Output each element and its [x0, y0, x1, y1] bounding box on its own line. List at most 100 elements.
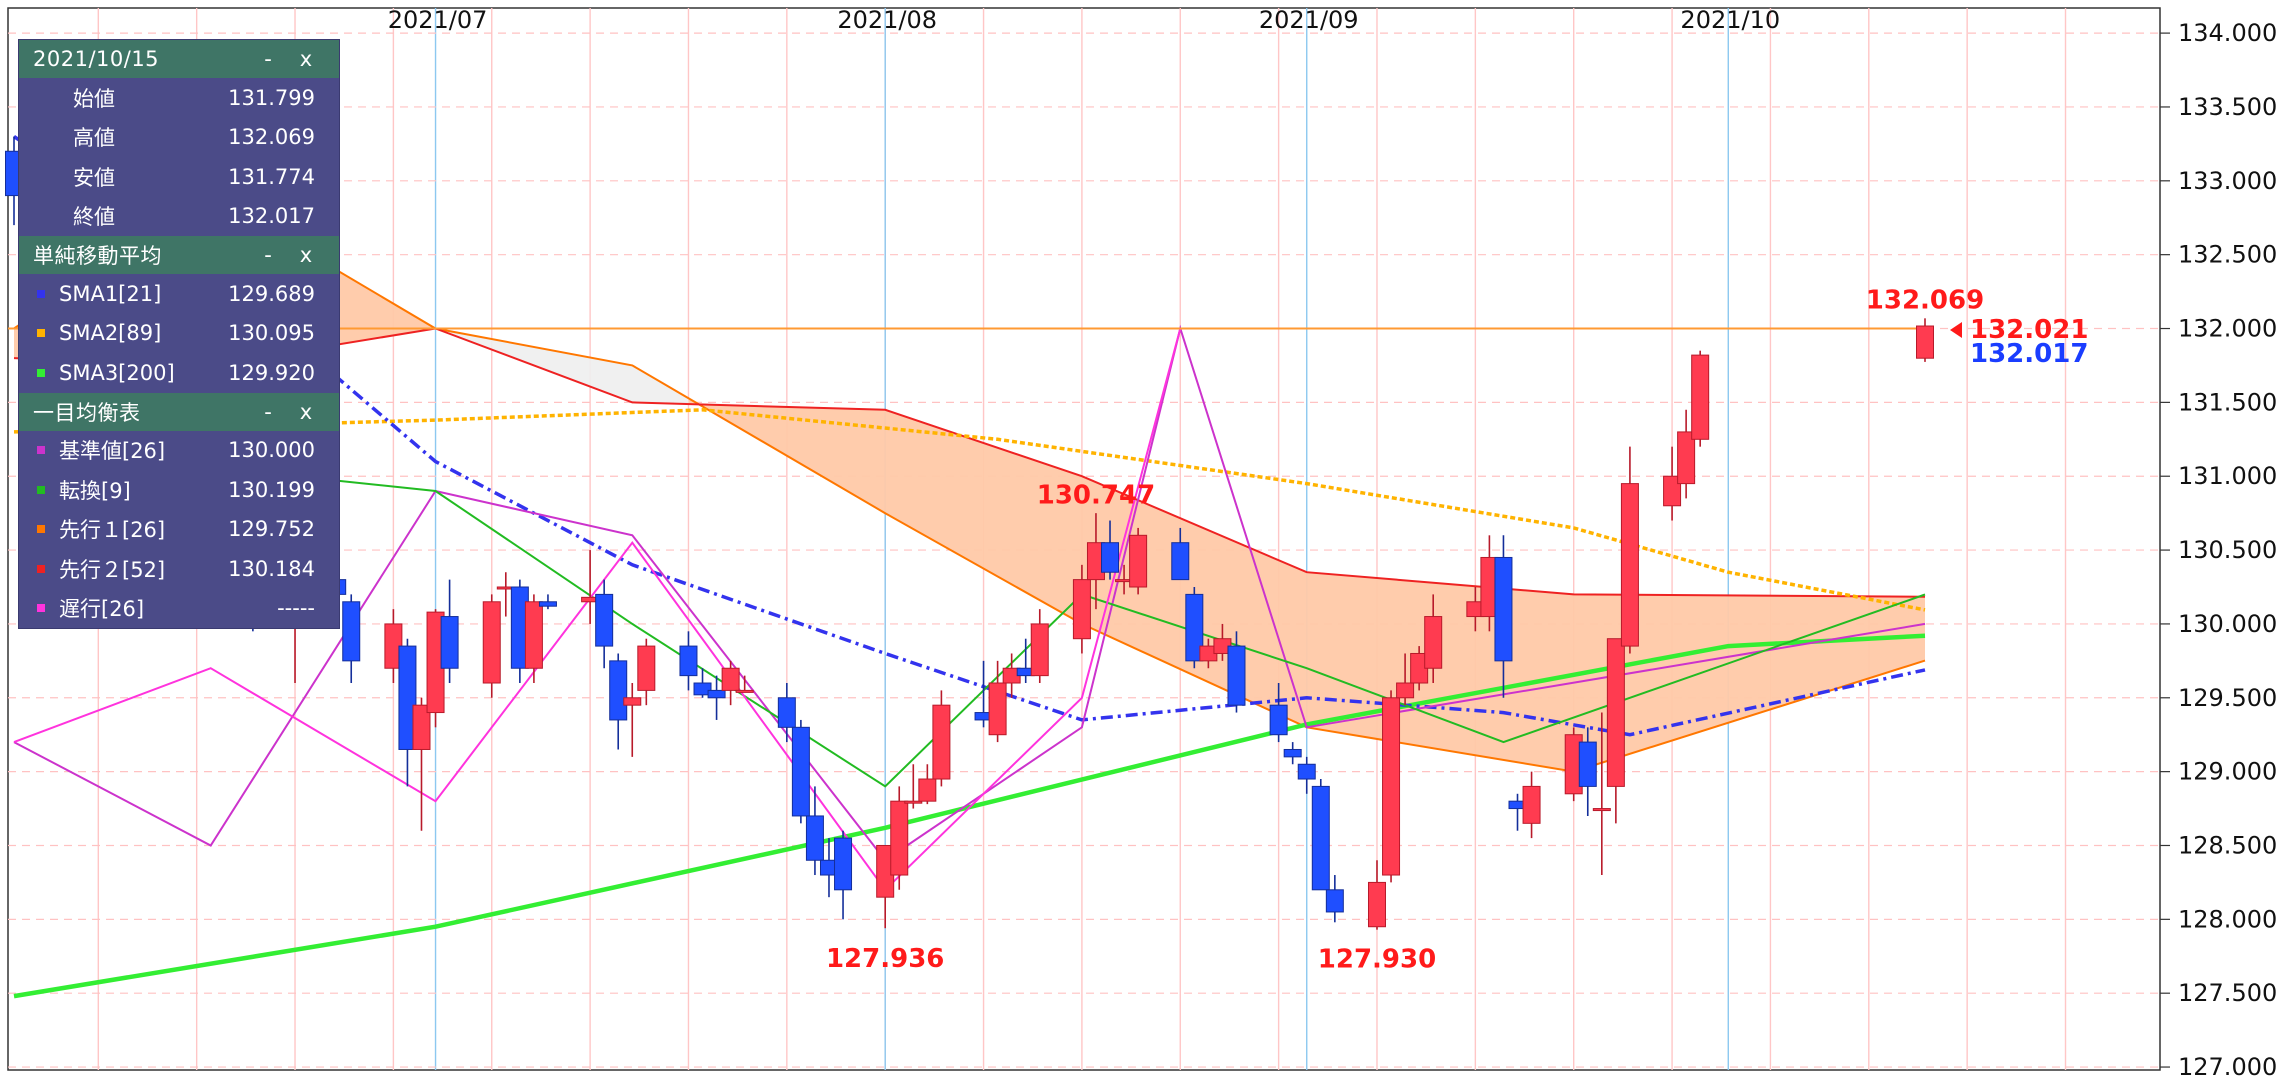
ohlc-row: 終値 132.017 [19, 197, 339, 237]
y-tick-label: 129.000 [2178, 758, 2277, 786]
y-tick-label: 132.000 [2178, 315, 2277, 343]
row-label: 基準値[26] [59, 439, 166, 464]
candle-body [1325, 889, 1344, 913]
candle-body [538, 601, 557, 607]
sma-minimize-button[interactable]: - [264, 243, 272, 267]
candle-body [1072, 579, 1091, 640]
candle-body [1578, 741, 1597, 787]
candle-body [1382, 697, 1401, 876]
row-label: 遅行[26] [59, 597, 145, 622]
candle-body [1620, 483, 1639, 647]
minimize-button[interactable]: - [264, 47, 272, 71]
ohlc-row: 高値 132.069 [19, 118, 339, 158]
candle-body [679, 645, 698, 677]
row-value: 129.689 [228, 281, 315, 306]
candle-body [342, 601, 361, 662]
row-value: 130.199 [228, 477, 315, 502]
candle-body [1592, 808, 1611, 812]
candle-body [1297, 763, 1316, 780]
row-label: SMA1[21] [59, 281, 162, 306]
candle-body [637, 645, 656, 691]
y-tick-label: 133.000 [2178, 167, 2277, 195]
sma2-line [13, 408, 1926, 612]
candle-body [1367, 881, 1386, 928]
x-tick-label: 2021/09 [1259, 6, 1359, 34]
candle-body [693, 682, 712, 696]
price-annotation: 127.930 [1318, 945, 1436, 975]
sma-section-title: 単純移動平均 [33, 244, 162, 268]
candle-body [721, 667, 740, 691]
ohlc-row: 安値 131.774 [19, 157, 339, 197]
row-value: 130.000 [228, 438, 315, 463]
legend-swatch [37, 525, 45, 534]
row-value: 132.069 [228, 125, 315, 150]
ichimoku-close-button[interactable]: x [299, 399, 313, 424]
legend-swatch [37, 564, 45, 573]
y-tick-label: 132.500 [2178, 241, 2277, 269]
y-tick-label: 131.500 [2178, 388, 2277, 416]
candle-body [1311, 785, 1330, 891]
candle-body [1606, 638, 1625, 787]
y-tick-label: 133.500 [2178, 93, 2277, 121]
close-button[interactable]: x [299, 47, 313, 71]
candle-body [440, 616, 459, 669]
price-annotation: 127.936 [826, 944, 944, 974]
indicator-row: SMA3[200] 129.920 [19, 353, 339, 393]
legend-swatch [37, 485, 45, 494]
row-value: 129.920 [228, 360, 315, 385]
y-tick-label: 128.000 [2178, 905, 2277, 933]
candle-body [988, 682, 1007, 736]
y-tick-label: 127.000 [2178, 1053, 2277, 1081]
candle-body [735, 689, 754, 693]
data-window-date: 2021/10/15 [33, 47, 160, 71]
y-tick-label: 130.000 [2178, 610, 2277, 638]
candle-body [1522, 785, 1541, 824]
y-tick-label: 134.000 [2178, 19, 2277, 47]
ichimoku-minimize-button[interactable]: - [264, 399, 272, 424]
data-window[interactable]: 2021/10/15 - x 始値 131.799 高値 132.069 安値 131.7… [18, 39, 340, 629]
candle-body [1269, 704, 1288, 736]
y-tick-label: 129.500 [2178, 684, 2277, 712]
row-label: 先行２[52] [59, 557, 166, 582]
y-tick-label: 131.000 [2178, 462, 2277, 490]
indicator-row: 転換[9] 130.199 [19, 470, 339, 510]
indicator-row: 先行２[52] 130.184 [19, 549, 339, 589]
indicator-row: SMA2[89] 130.095 [19, 314, 339, 354]
candle-body [805, 815, 824, 861]
ichimoku-section-title: 一目均衡表 [33, 400, 141, 425]
candle-body [890, 800, 909, 876]
candle-body [1494, 556, 1513, 662]
candle-body [482, 601, 501, 684]
x-tick-label: 2021/07 [388, 6, 488, 34]
row-value: 132.017 [228, 204, 315, 229]
y-tick-label: 127.500 [2178, 979, 2277, 1007]
sma-close-button[interactable]: x [299, 243, 313, 267]
indicator-row: 先行１[26] 129.752 [19, 510, 339, 550]
price-annotation: 132.069 [1866, 285, 1984, 315]
candle-body [777, 697, 796, 728]
sma-section: SMA1[21] 129.689 SMA2[89] 130.095 SMA3[200] 1… [19, 274, 339, 393]
row-label: 安値 [73, 165, 115, 190]
indicator-row: 遅行[26] ----- [19, 589, 339, 629]
price-annotation: 130.747 [1037, 481, 1155, 511]
candle-body [398, 645, 417, 750]
row-value: 130.095 [228, 321, 315, 346]
legend-swatch [37, 329, 45, 338]
row-value: ----- [277, 596, 315, 621]
ichimoku-section: 基準値[26] 130.000 転換[9] 130.199 先行１[26] 129.752… [19, 431, 339, 629]
candle-body [1129, 534, 1148, 588]
data-window-header: 2021/10/15 - x [19, 40, 339, 78]
row-label: 高値 [73, 126, 115, 151]
candle-body [1283, 748, 1302, 758]
row-value: 131.799 [228, 85, 315, 110]
legend-swatch [37, 604, 45, 613]
row-label: 始値 [73, 86, 115, 111]
row-label: 先行１[26] [59, 518, 166, 543]
candle-body [1227, 645, 1246, 706]
candle-body [707, 689, 726, 699]
candle-body [932, 704, 951, 780]
candle-body [524, 601, 543, 669]
candle-body [1691, 354, 1710, 440]
